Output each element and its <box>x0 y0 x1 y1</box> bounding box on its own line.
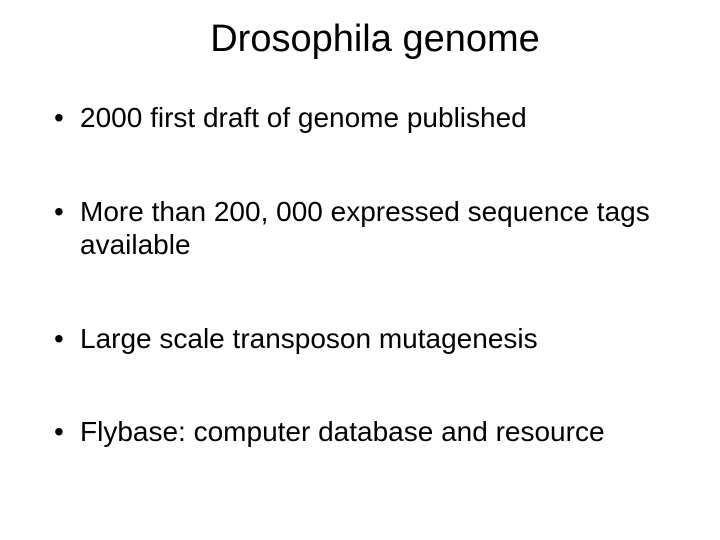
bullet-item: Flybase: computer database and resource <box>50 415 670 449</box>
bullet-list: 2000 first draft of genome published Mor… <box>40 101 680 449</box>
bullet-item: Large scale transposon mutagenesis <box>50 322 670 356</box>
bullet-item: More than 200, 000 expressed sequence ta… <box>50 195 670 262</box>
slide-title: Drosophila genome <box>40 18 680 61</box>
bullet-item: 2000 first draft of genome published <box>50 101 670 135</box>
slide: Drosophila genome 2000 first draft of ge… <box>0 0 720 540</box>
